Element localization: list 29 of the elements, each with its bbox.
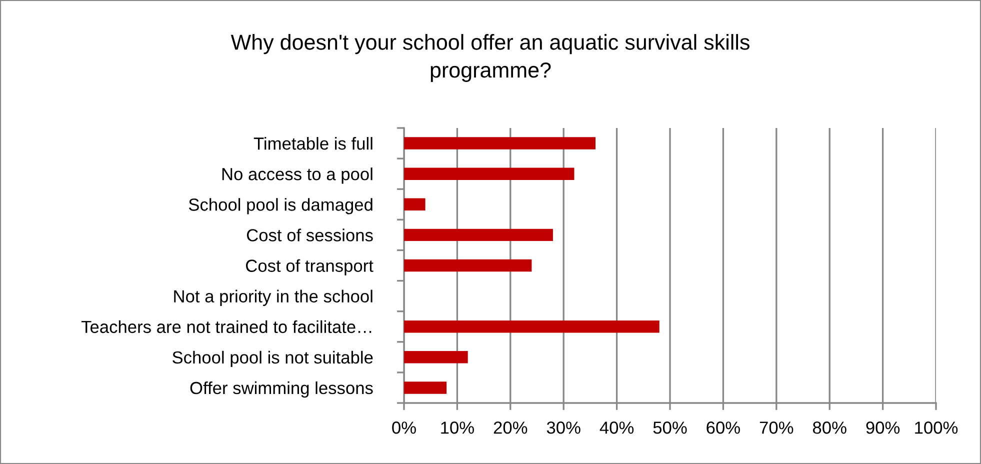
x-tick-label: 70% (760, 422, 794, 434)
y-tick-label: Not a priority in the school (174, 290, 372, 306)
x-tick-label: 40% (600, 422, 634, 434)
y-tick-label: No access to a pool (222, 168, 372, 184)
x-tick-label: 30% (546, 422, 580, 434)
bar (404, 198, 426, 210)
x-tick-label: 90% (866, 422, 900, 434)
bar (404, 320, 660, 333)
x-tick-label: 20% (494, 422, 528, 434)
chart-title: Why doesn't your school offer an aquatic survival skills programme? (230, 34, 750, 82)
y-tick-label: School pool is damaged (188, 198, 372, 214)
bar (404, 259, 532, 272)
x-tick-label: 80% (812, 422, 846, 434)
y-tick-label: Timetable is full (254, 136, 372, 150)
y-tick-label: Cost of sessions (246, 228, 373, 242)
y-tick-label: School pool is not suitable (172, 350, 373, 368)
y-tick-label: Offer swimming lessons (190, 381, 373, 398)
bar (404, 382, 447, 394)
y-tick-label: Cost of transport (246, 259, 374, 276)
x-tick-label: 100% (915, 422, 958, 434)
x-tick-label: 10% (441, 422, 474, 434)
y-tick-label: Teachers are not trained to facilitate… (81, 320, 372, 334)
bar (404, 168, 574, 180)
bar (404, 351, 468, 364)
bar (404, 228, 553, 242)
x-tick-label: 50% (653, 422, 687, 434)
bar (404, 137, 596, 150)
x-tick-label: 0% (392, 422, 416, 434)
x-tick-label: 60% (706, 422, 740, 434)
